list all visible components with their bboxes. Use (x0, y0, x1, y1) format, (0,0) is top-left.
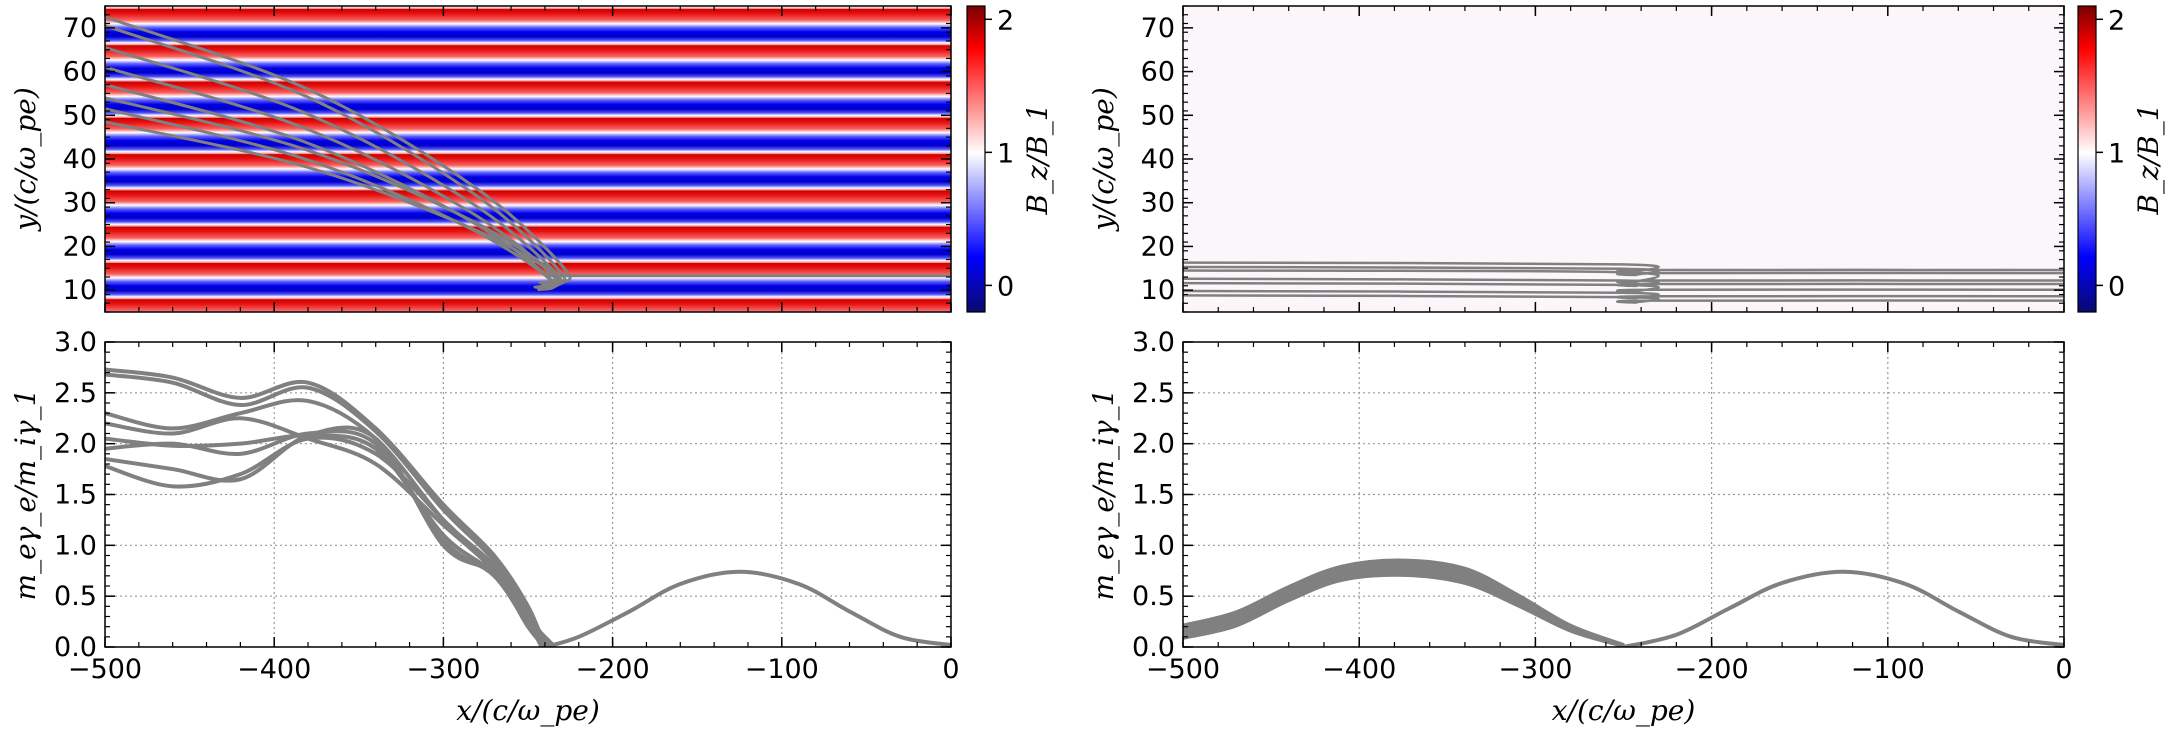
field-stripe (105, 336, 951, 373)
x-tick-label: −300 (406, 654, 480, 685)
x-tick-label: −200 (1675, 654, 1749, 685)
field-stripe (105, 481, 951, 518)
series-line-p1 (105, 369, 545, 647)
y-tick-label: 60 (63, 57, 97, 88)
plot-area (1183, 342, 2064, 647)
y-tick-label: 0.0 (54, 632, 97, 663)
colorbar-gradient (967, 6, 985, 312)
y-tick-label: 2.5 (1132, 378, 1175, 409)
y-tick-label: 0.5 (1132, 581, 1175, 612)
x-tick-label: −400 (237, 654, 311, 685)
series-line-p2 (105, 375, 548, 647)
y-axis-label: y/(c/ω_pe) (1087, 87, 1120, 233)
y-tick-label: 1.5 (54, 480, 97, 511)
y-tick-label: 30 (1141, 188, 1175, 219)
series-line-shared-tail (545, 572, 951, 647)
colorbar-label: B_z/B_1 (2132, 103, 2165, 215)
y-tick-label: 70 (63, 13, 97, 44)
y-tick-label: 60 (1141, 57, 1175, 88)
y-axis-label: m_eγ_e/m_iγ_1 (1087, 389, 1120, 601)
y-tick-label: 70 (1141, 13, 1175, 44)
field-stripe (105, 263, 951, 300)
colorbar-right: 0 1 2 B_z/B_1 (2078, 5, 2165, 312)
y-tick-label: 30 (63, 188, 97, 219)
y-tick-label: 3.0 (1132, 327, 1175, 358)
x-tick-label: 0 (2055, 654, 2072, 685)
colorbar-label: B_z/B_1 (1021, 103, 1054, 215)
y-tick-label: 50 (1141, 100, 1175, 131)
plot-area (1183, 6, 2064, 312)
y-tick-label: 0.5 (54, 581, 97, 612)
field-stripe (105, 45, 951, 82)
plot-area (105, 342, 951, 647)
x-tick-label: −400 (1322, 654, 1396, 685)
trajectory-band (1183, 560, 1624, 647)
x-tick-label: −300 (1498, 654, 1572, 685)
y-tick-label: 1.0 (54, 530, 97, 561)
y-tick-label: 40 (63, 144, 97, 175)
x-tick-label: −200 (576, 654, 650, 685)
colorbar-tick-label: 1 (997, 138, 1014, 169)
y-tick-label: 2.0 (1132, 429, 1175, 460)
field-stripe (105, 299, 951, 336)
x-axis-label: x/(c/ω_pe) (1552, 694, 1696, 727)
panel-top-left-field-map: 10 20 30 40 50 60 70 y/(c/ω_pe) (9, 0, 951, 735)
y-tick-label: 1.0 (1132, 530, 1175, 561)
field-stripe (105, 190, 951, 227)
y-tick-label: 10 (1141, 275, 1175, 306)
y-tick-label: 1.5 (1132, 480, 1175, 511)
colorbar-tick-label: 0 (2108, 271, 2125, 302)
y-tick-label: 2.5 (54, 378, 97, 409)
field-stripe (105, 553, 951, 590)
y-tick-label: 2.0 (54, 429, 97, 460)
y-tick-label: 40 (1141, 144, 1175, 175)
colorbar-tick-label: 2 (997, 5, 1014, 36)
y-tick-label: 10 (63, 275, 97, 306)
panel-top-right-field-map: 10 20 30 40 50 60 70 y/(c/ω_pe) (1087, 6, 2064, 312)
x-tick-label: −100 (1851, 654, 1925, 685)
x-axis-label: x/(c/ω_pe) (456, 694, 600, 727)
series-line-shared-tail (1624, 572, 2065, 647)
colorbar-tick-label: 1 (2108, 138, 2125, 169)
field-stripe (105, 154, 951, 191)
x-tick-label: 0 (942, 654, 959, 685)
y-axis-label: y/(c/ω_pe) (9, 87, 42, 233)
y-tick-label: 3.0 (54, 327, 97, 358)
series-line-p6 (105, 431, 548, 647)
y-tick-label: 20 (1141, 231, 1175, 262)
y-axis-label: m_eγ_e/m_iγ_1 (9, 389, 42, 601)
y-tick-label: 0.0 (1132, 632, 1175, 663)
x-tick-label: −100 (745, 654, 819, 685)
colorbar-tick-label: 2 (2108, 5, 2125, 36)
colorbar-left: 0 1 2 B_z/B_1 (967, 5, 1054, 312)
field-stripe (105, 626, 951, 663)
field-stripe (105, 0, 951, 10)
colorbar-gradient (2078, 6, 2096, 312)
field-stripe (105, 9, 951, 46)
series-line-p4 (105, 418, 555, 647)
y-tick-label: 20 (63, 231, 97, 262)
field-stripe (105, 517, 951, 554)
y-tick-label: 50 (63, 100, 97, 131)
colorbar-tick-label: 0 (997, 271, 1014, 302)
